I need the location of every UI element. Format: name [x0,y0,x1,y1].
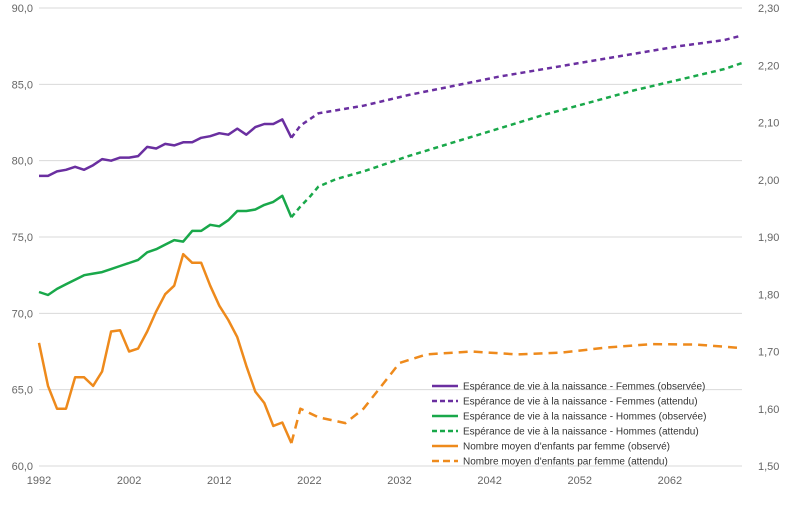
series-line-3 [290,61,743,219]
y-tick-label: 85,0 [12,79,33,91]
legend-entry-label: Espérance de vie à la naissance - Femmes… [463,382,705,393]
y-tick-label: 65,0 [12,385,33,397]
legend-entry-label: Espérance de vie à la naissance - Hommes… [463,412,706,423]
y2-tick-label: 1,80 [758,289,779,301]
y-tick-label: 75,0 [12,232,33,244]
y2-tick-label: 1,90 [758,232,779,244]
series-line-2 [38,194,293,297]
series-line-4 [37,252,293,444]
series-lines [37,34,743,444]
x-tick-label: 2042 [477,475,501,487]
x-tick-label: 2022 [297,475,321,487]
x-tick-label: 2052 [568,475,592,487]
x-tick-label: 2002 [117,475,141,487]
legend: Espérance de vie à la naissance - Femmes… [432,382,706,468]
x-tick-label: 2032 [387,475,411,487]
x-tick-label: 2012 [207,475,231,487]
y-tick-label: 90,0 [12,3,33,15]
series-line-0 [39,118,293,178]
series-line-5 [290,342,743,444]
y2-tick-label: 1,60 [758,404,779,416]
y-tick-label: 80,0 [12,156,33,168]
y-tick-label: 60,0 [12,461,33,473]
legend-entry-label: Espérance de vie à la naissance - Femmes… [463,397,698,408]
y2-tick-label: 2,00 [758,175,779,187]
y2-tick-label: 1,50 [758,461,779,473]
x-tick-label: 2062 [658,475,682,487]
y2-tick-label: 2,30 [758,3,779,15]
y-tick-label: 70,0 [12,308,33,320]
legend-entry-label: Nombre moyen d'enfants par femme (attend… [463,457,668,468]
series-line-1 [290,34,743,139]
axes: 60,0 65,0 70,0 75,0 80,0 85,0 90,0 1,50 1,60 1,70… [12,3,780,487]
y2-tick-label: 2,10 [758,118,779,130]
y2-tick-label: 2,20 [758,60,779,72]
x-tick-label: 1992 [27,475,51,487]
y2-tick-label: 1,70 [758,347,779,359]
legend-entry-label: Espérance de vie à la naissance - Hommes… [463,427,699,438]
legend-entry-label: Nombre moyen d'enfants par femme (observ… [463,442,670,453]
